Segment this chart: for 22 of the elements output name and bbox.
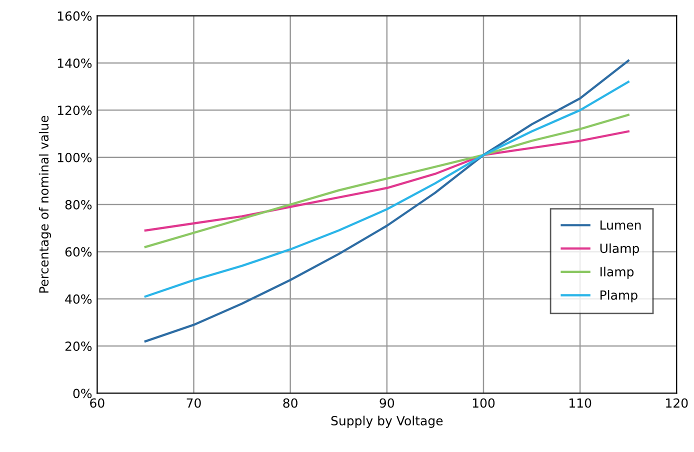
y-tick-label: 0% xyxy=(73,388,92,398)
y-tick-label: 60% xyxy=(65,247,92,257)
y-tick-label: 100% xyxy=(58,152,92,162)
legend-label: Lumen xyxy=(600,220,641,230)
x-tick-label: 60 xyxy=(90,398,104,408)
x-tick-label: 70 xyxy=(186,398,201,408)
y-tick-label: 20% xyxy=(65,342,92,351)
legend-label: Ilamp xyxy=(600,266,634,279)
y-tick-label: 160% xyxy=(58,11,92,21)
y-tick-label: 140% xyxy=(58,58,92,68)
x-tick-label: 110 xyxy=(570,398,592,408)
legend-label: Ulamp xyxy=(600,243,640,256)
x-tick-label: 80 xyxy=(283,398,298,408)
y-tick-label: 120% xyxy=(58,106,92,116)
x-axis-title: Supply by Voltage xyxy=(331,416,443,428)
x-tick-label: 100 xyxy=(472,398,495,408)
x-tick-label: 90 xyxy=(380,398,394,408)
y-tick-label: 40% xyxy=(65,294,92,304)
y-tick-label: 80% xyxy=(65,200,92,210)
legend-label: Plamp xyxy=(600,290,638,302)
y-axis-title: Percentage of nominal value xyxy=(38,116,52,293)
x-tick-label: 120 xyxy=(666,398,688,408)
